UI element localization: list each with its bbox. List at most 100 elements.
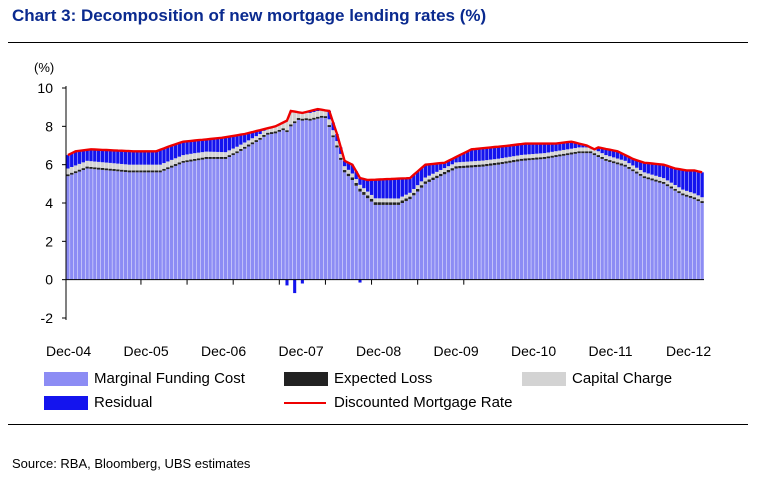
bar-marginal	[66, 176, 70, 280]
bar-expected	[454, 166, 458, 169]
bar-marginal	[500, 164, 504, 280]
bar-marginal	[473, 167, 478, 280]
bar-expected	[439, 173, 443, 177]
bar-expected	[93, 167, 97, 170]
bar-residual	[477, 148, 481, 161]
bar-expected	[131, 170, 135, 173]
bar-marginal	[308, 120, 312, 280]
bar-expected	[162, 168, 166, 171]
bar-capital	[592, 149, 597, 154]
bar-marginal	[623, 166, 627, 280]
bar-marginal	[289, 126, 293, 280]
bar-residual	[377, 179, 381, 199]
bar-expected	[508, 160, 512, 163]
bar-marginal	[120, 171, 124, 280]
bar-capital	[585, 147, 589, 152]
bar-residual	[504, 145, 508, 158]
bar-capital	[481, 160, 485, 165]
bar-marginal	[93, 169, 97, 280]
bar-marginal	[581, 153, 585, 280]
bar-capital	[143, 164, 147, 171]
bar-marginal	[569, 154, 574, 280]
bar-capital	[166, 161, 170, 168]
bar-expected	[327, 125, 331, 127]
bar-marginal	[208, 158, 212, 280]
bar-marginal	[565, 155, 570, 280]
bar-marginal	[177, 164, 182, 280]
bar-residual	[654, 163, 658, 176]
bar-marginal	[319, 117, 324, 280]
bar-marginal	[131, 172, 135, 280]
bar-expected	[677, 191, 681, 194]
bar-expected	[604, 158, 608, 161]
bar-expected	[335, 145, 339, 148]
bar-capital	[304, 112, 308, 119]
bar-marginal	[281, 130, 285, 280]
legend-label-marginal: Marginal Funding Cost	[94, 370, 245, 387]
bar-residual	[489, 147, 493, 160]
bar-expected	[66, 174, 70, 177]
bar-capital	[66, 168, 70, 175]
bar-residual	[546, 143, 551, 153]
bar-marginal	[266, 134, 270, 280]
bar-capital	[258, 134, 262, 138]
bar-marginal	[677, 193, 681, 280]
bar-residual	[688, 170, 693, 193]
bar-capital	[396, 198, 401, 203]
bar-expected	[592, 153, 597, 156]
bar-residual	[635, 160, 639, 168]
bar-capital	[631, 165, 635, 170]
bar-capital	[688, 192, 693, 196]
bar-capital	[300, 112, 305, 119]
bar-marginal	[423, 183, 428, 280]
bar-expected	[562, 153, 566, 156]
bar-expected	[173, 164, 178, 166]
bar-expected	[308, 118, 312, 121]
bar-marginal	[550, 157, 554, 280]
y-tick-label: 0	[45, 272, 53, 288]
bar-marginal	[219, 158, 224, 280]
bar-capital	[596, 151, 600, 156]
bar-marginal	[123, 171, 128, 280]
bar-capital	[285, 120, 289, 131]
bar-marginal	[442, 174, 447, 280]
bar-expected	[638, 173, 643, 176]
bar-marginal	[139, 172, 143, 280]
bar-capital	[415, 185, 420, 189]
bar-capital	[627, 163, 631, 167]
bar-capital	[646, 173, 650, 178]
bar-residual	[565, 142, 570, 150]
bar-capital	[546, 152, 551, 157]
bar-capital	[323, 110, 328, 117]
bar-marginal	[642, 178, 647, 280]
bar-marginal	[300, 120, 305, 280]
bar-capital	[131, 164, 135, 171]
bar-expected	[512, 160, 516, 163]
bar-capital	[292, 111, 297, 122]
bar-expected	[504, 161, 508, 164]
top-divider	[8, 42, 748, 43]
bar-expected	[120, 169, 124, 172]
bar-marginal	[389, 204, 393, 280]
bar-residual	[212, 138, 216, 152]
bar-residual	[558, 143, 562, 151]
bar-expected	[219, 157, 224, 159]
bar-residual	[385, 179, 389, 199]
bar-expected	[366, 195, 370, 199]
bottom-divider	[8, 424, 748, 425]
bar-capital	[542, 153, 547, 157]
bar-marginal	[262, 136, 266, 280]
bar-residual-negative	[300, 279, 304, 284]
bar-expected	[615, 162, 620, 165]
bar-capital	[158, 164, 162, 171]
bar-capital	[366, 191, 370, 196]
bar-marginal	[216, 158, 220, 280]
bar-expected	[350, 177, 355, 180]
bar-expected	[569, 152, 574, 155]
bar-residual	[519, 144, 524, 155]
legend-label-capital: Capital Charge	[572, 370, 673, 387]
bar-capital	[369, 194, 374, 199]
bar-capital	[700, 197, 704, 202]
bar-marginal	[196, 160, 201, 280]
bar-expected	[170, 165, 174, 168]
